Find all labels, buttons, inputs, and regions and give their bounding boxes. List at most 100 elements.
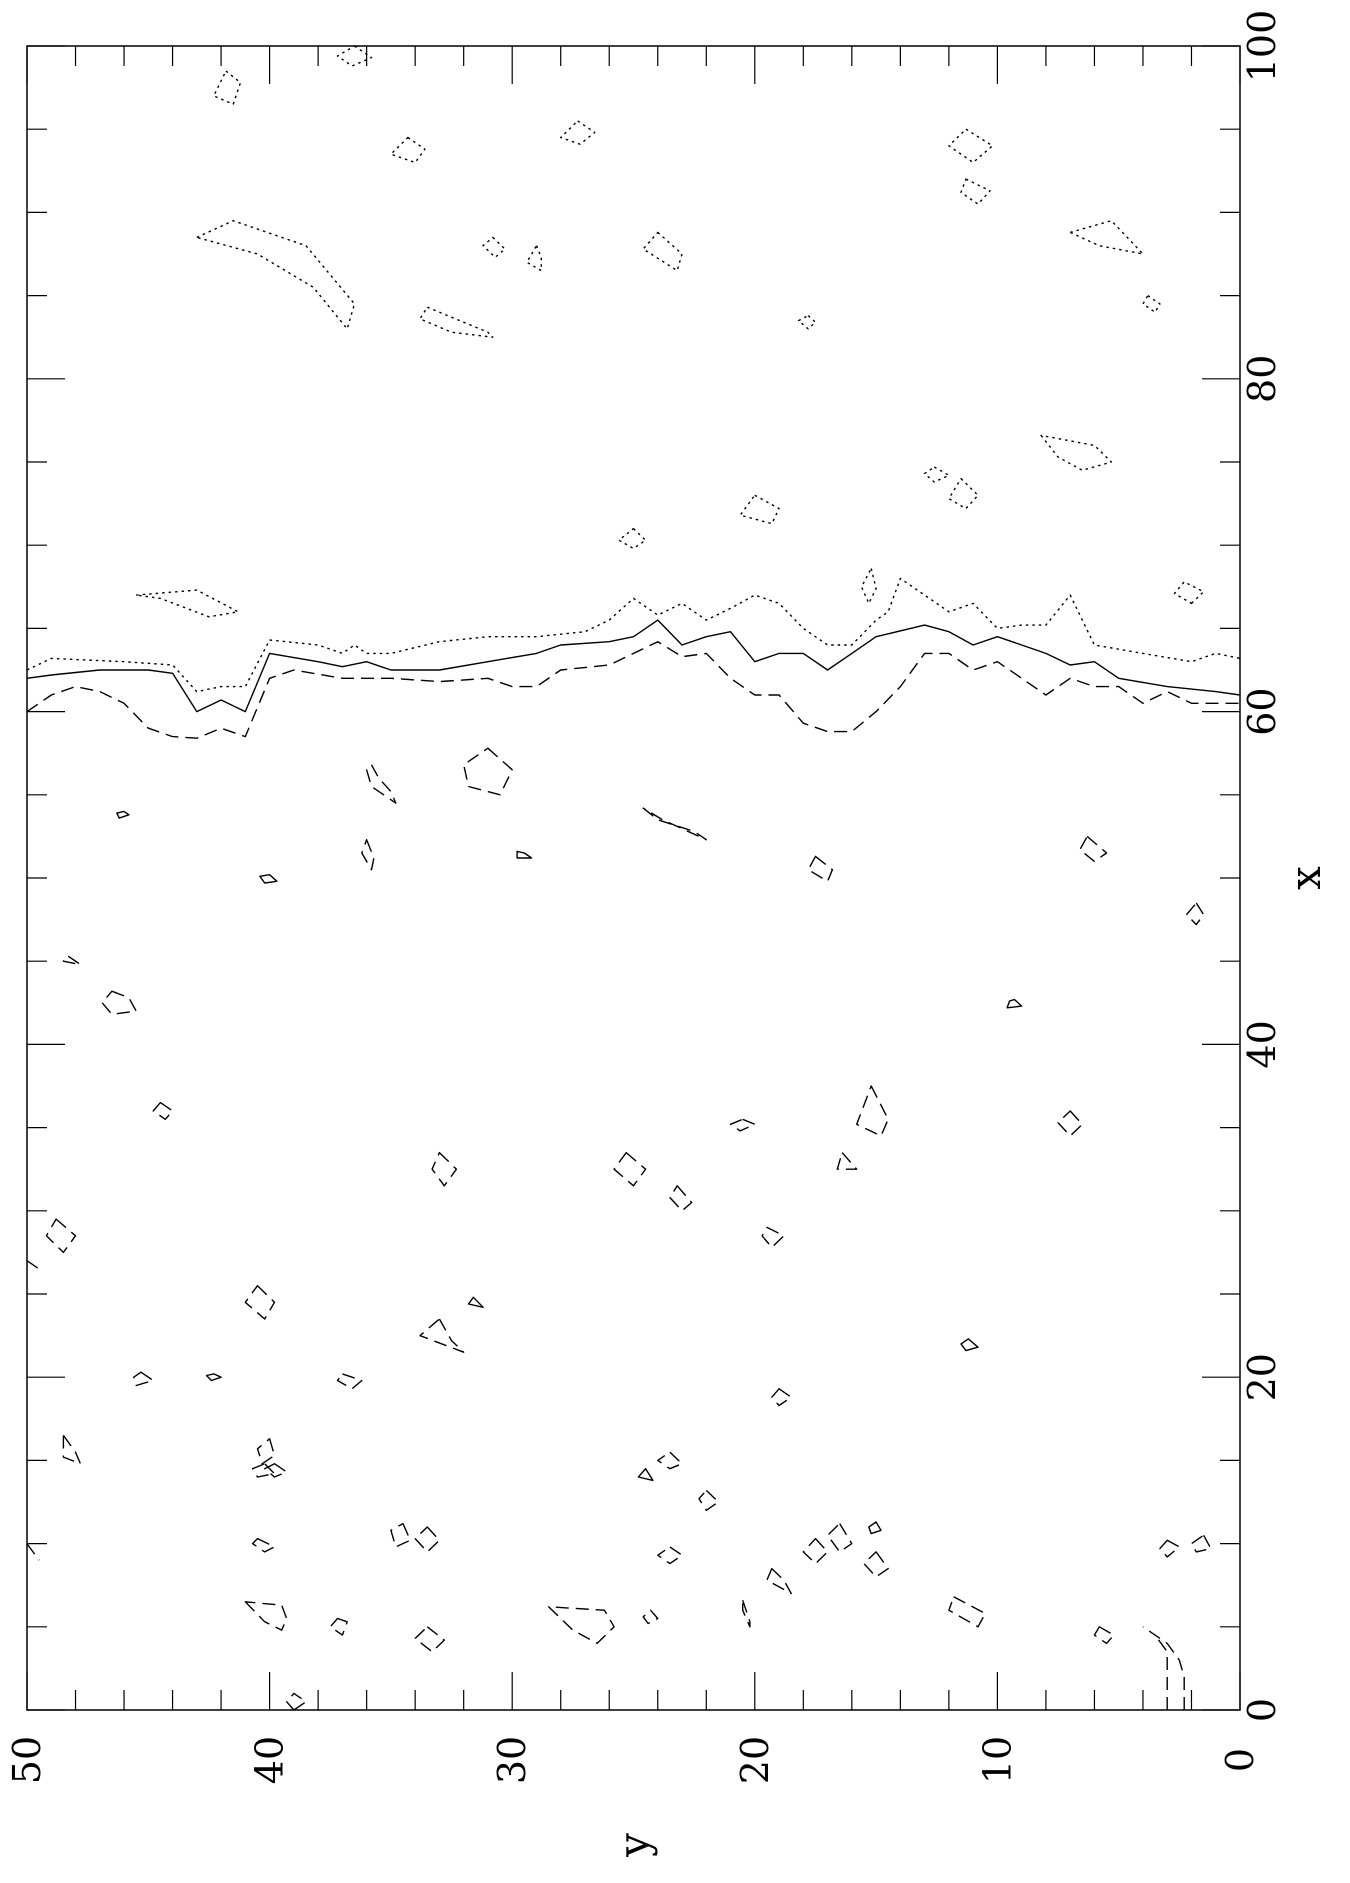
- plot-frame: [26, 45, 1241, 1711]
- contour-dashed-71: [826, 1522, 853, 1553]
- contour-dashed-70: [863, 1551, 889, 1578]
- contour-dashed-44: [431, 1151, 458, 1187]
- x-tick-label: 60: [1240, 687, 1284, 735]
- contour-dashed-51: [836, 1151, 858, 1170]
- contour-solid-26: [516, 850, 533, 859]
- contour-dashed-37: [642, 807, 707, 841]
- x-tick-label: 20: [1240, 1353, 1284, 1401]
- contour-dashed-50: [1057, 1110, 1084, 1137]
- contour-dashed-78: [1154, 1634, 1168, 1710]
- contour-dashed-64: [414, 1626, 445, 1653]
- contour-dashed-73: [948, 1596, 986, 1628]
- y-tick-label: 10: [975, 1736, 1019, 1784]
- contour-dotted-11: [618, 527, 647, 550]
- contour-dashed-85: [264, 1462, 288, 1478]
- contour-solid-27: [116, 810, 130, 819]
- contour-dashed-69: [802, 1537, 829, 1565]
- contour-dashed-49: [761, 1226, 785, 1249]
- contour-dotted-5: [213, 70, 242, 105]
- contour-dashed-76: [1190, 1534, 1212, 1553]
- contour-dotted-7: [560, 120, 596, 145]
- contour-dashed-42: [101, 990, 137, 1016]
- x-tick-label: 80: [1240, 355, 1284, 403]
- contour-dotted-23: [1173, 581, 1205, 605]
- x-tick-label: 100: [1240, 10, 1284, 83]
- x-axis-label: x: [1281, 866, 1330, 890]
- contour-dashed-77: [1142, 1626, 1185, 1710]
- contour-solid-1: [26, 619, 1241, 713]
- contour-dotted-19: [1040, 434, 1113, 471]
- y-axis-label: y: [609, 1833, 658, 1858]
- contour-dotted-20: [642, 231, 683, 272]
- x-tick-label: 0: [1240, 1698, 1284, 1722]
- contour-dashed-62: [251, 1537, 276, 1553]
- contour-dashed-72: [657, 1546, 683, 1565]
- contour-dashed-84: [771, 1388, 792, 1407]
- contour-dashed-47: [729, 1118, 756, 1132]
- x-axis-tick-labels: 0 20 40 60 80 100: [1240, 10, 1284, 1722]
- contour-dashed-66: [642, 1609, 659, 1625]
- contour-dashed-74: [1093, 1626, 1115, 1645]
- contour-dashed-36: [361, 839, 375, 871]
- contour-dotted-4: [196, 219, 356, 330]
- contour-dashed-48: [856, 1085, 889, 1137]
- contour-dotted-12: [860, 567, 877, 605]
- contour-dashed-38: [807, 855, 834, 882]
- contour-dashed-61: [390, 1522, 411, 1548]
- contour-dotted-8: [419, 306, 494, 338]
- y-tick-label: 0: [1218, 1748, 1262, 1772]
- contour-solid-32: [868, 1521, 882, 1535]
- contour-dashed-39: [1079, 835, 1108, 863]
- contour-dotted-16: [739, 494, 780, 525]
- contour-solid-29: [960, 1338, 979, 1352]
- contour-solid-33: [205, 1373, 222, 1382]
- contour-dashed-40: [1185, 902, 1205, 926]
- contour-dotted-0: [26, 577, 1241, 693]
- contour-dashed-53: [244, 1284, 276, 1320]
- contour-dashed-81: [657, 1451, 683, 1470]
- contour-dashed-58: [62, 1434, 82, 1465]
- contour-dashed-54: [132, 1371, 154, 1387]
- contour-dashed-34: [365, 764, 397, 804]
- contour-dashed-65: [547, 1606, 615, 1645]
- y-tick-label: 30: [490, 1736, 534, 1784]
- contour-dashed-41: [62, 955, 82, 966]
- contour-dotted-6: [336, 45, 373, 67]
- contour-dotted-24: [482, 236, 506, 258]
- contour-dashed-35: [463, 747, 513, 796]
- contour-solid-25: [259, 874, 278, 884]
- contour-dashed-68: [766, 1567, 792, 1595]
- x-tick-label: 40: [1240, 1020, 1284, 1068]
- contour-lines: [26, 45, 1241, 1711]
- contour-dashed-75: [1159, 1539, 1181, 1558]
- contour-dashed-60: [256, 1438, 276, 1465]
- contour-dashed-56: [414, 1526, 441, 1553]
- contour-dashed-63: [244, 1601, 288, 1631]
- y-tick-label: 40: [248, 1736, 292, 1784]
- contour-solid-30: [637, 1467, 654, 1482]
- contour-dotted-21: [1142, 294, 1161, 313]
- contour-dashed-52: [45, 1218, 77, 1254]
- contour-solid-31: [467, 1296, 484, 1309]
- contour-dotted-9: [390, 136, 426, 164]
- contour-dotted-17: [948, 477, 979, 510]
- contour-dotted-14: [1069, 219, 1144, 255]
- y-axis-tick-labels: 0 10 20 30 40 50: [5, 1736, 1262, 1784]
- contour-solid-28: [1006, 998, 1023, 1009]
- contour-dotted-10: [526, 244, 542, 272]
- y-tick-label: 50: [5, 1736, 49, 1784]
- contour-dashed-43: [152, 1101, 174, 1121]
- y-tick-label: 20: [733, 1736, 777, 1784]
- contour-dashed-86: [285, 1692, 307, 1711]
- contour-dashed-80: [26, 1543, 40, 1561]
- contour-dotted-18: [923, 466, 950, 483]
- contour-dashed-46: [669, 1185, 693, 1212]
- contour-dashed-82: [698, 1489, 720, 1512]
- contour-dotted-13: [948, 128, 994, 164]
- contour-dashed-45: [613, 1151, 647, 1187]
- contour-dashed-59: [251, 1462, 276, 1478]
- contour-dashed-2: [26, 641, 1240, 739]
- axis-ticks: [26, 45, 1241, 1711]
- contour-dashed-57: [329, 1617, 348, 1636]
- contour-dotted-15: [960, 178, 991, 205]
